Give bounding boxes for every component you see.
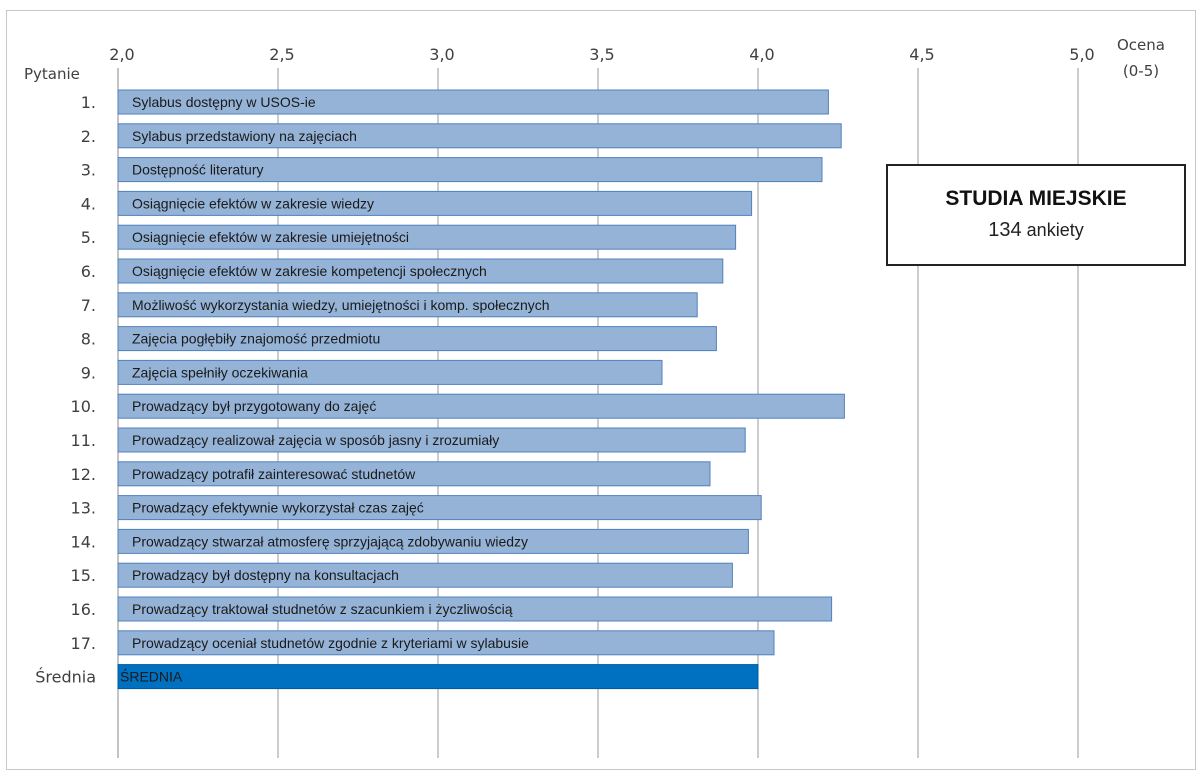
bar-label: Prowadzący był przygotowany do zajęć	[132, 398, 376, 414]
question-number: 7.	[81, 296, 96, 315]
info-box: STUDIA MIEJSKIE 134 ankiety	[886, 164, 1186, 266]
bar	[117, 258, 724, 284]
x-tick-label: 3,5	[589, 45, 614, 64]
bar-label: Osiągnięcie efektów w zakresie kompetenc…	[132, 263, 487, 279]
question-number: 5.	[81, 228, 96, 247]
bar	[117, 326, 717, 352]
bar	[117, 359, 663, 385]
question-number: 16.	[71, 600, 96, 619]
question-number: 14.	[71, 532, 96, 551]
bar-label: Prowadzący realizował zajęcia w sposób j…	[132, 432, 499, 448]
bar-label: Zajęcia spełniły oczekiwania	[132, 364, 308, 380]
bar-label: Prowadzący był dostępny na konsultacjach	[132, 567, 399, 583]
question-number: 15.	[71, 566, 96, 585]
info-box-count-line: 134 ankiety	[888, 219, 1184, 242]
bar-label: Prowadzący efektywnie wykorzystał czas z…	[132, 500, 424, 516]
bar	[117, 427, 746, 453]
value-axis-label: Ocena	[1117, 36, 1165, 54]
bar	[117, 123, 842, 149]
bar	[117, 596, 833, 622]
bar-label: Dostępność literatury	[132, 162, 264, 178]
average-bar-label: ŚREDNIA	[120, 668, 183, 685]
bar-label: Prowadzący stwarzał atmosferę sprzyjając…	[132, 533, 528, 549]
bar-label: Osiągnięcie efektów w zakresie umiejętno…	[132, 229, 409, 245]
bar-label: Sylabus przedstawiony na zajęciach	[132, 128, 357, 144]
x-tick-label: 3,0	[429, 45, 454, 64]
average-bar	[117, 664, 759, 690]
bar	[117, 393, 845, 419]
question-number: 8.	[81, 330, 96, 349]
bar	[117, 461, 711, 487]
bar	[117, 190, 753, 216]
bar	[117, 292, 698, 318]
x-tick-label: 2,0	[109, 45, 134, 64]
bar-label: Sylabus dostępny w USOS-ie	[132, 94, 316, 110]
x-tick-label: 4,5	[909, 45, 934, 64]
bar	[117, 157, 823, 183]
info-box-count-suffix: ankiety	[1026, 220, 1084, 240]
bar-label: Prowadzący oceniał studnetów zgodnie z k…	[132, 635, 529, 651]
question-number: 1.	[81, 93, 96, 112]
bar-label: Prowadzący potrafił zainteresować studne…	[132, 466, 416, 482]
question-number: 13.	[71, 499, 96, 518]
question-number: 11.	[71, 431, 96, 450]
bar-label: Zajęcia pogłębiły znajomość przedmiotu	[132, 331, 380, 347]
question-number: 3.	[81, 161, 96, 180]
bar	[117, 224, 737, 250]
average-row-label: Średnia	[35, 668, 96, 687]
info-box-count: 134	[988, 219, 1022, 241]
question-number: 6.	[81, 262, 96, 281]
value-axis-label: (0-5)	[1123, 62, 1159, 80]
bar	[117, 495, 762, 521]
bar	[117, 528, 749, 554]
bar-label: Możliwość wykorzystania wiedzy, umiejętn…	[132, 297, 550, 313]
question-number: 12.	[71, 465, 96, 484]
bar-label: Prowadzący traktował studnetów z szacunk…	[132, 601, 513, 617]
bar	[117, 89, 829, 115]
x-tick-label: 2,5	[269, 45, 294, 64]
question-number: 17.	[71, 634, 96, 653]
bar	[117, 562, 733, 588]
question-number: 2.	[81, 127, 96, 146]
info-box-title: STUDIA MIEJSKIE	[945, 187, 1127, 210]
x-tick-label: 4,0	[749, 45, 774, 64]
x-tick-label: 5,0	[1069, 45, 1094, 64]
question-number: 10.	[71, 397, 96, 416]
question-number: 4.	[81, 194, 96, 213]
bar-label: Osiągnięcie efektów w zakresie wiedzy	[132, 195, 374, 211]
bar	[117, 630, 775, 656]
question-number: 9.	[81, 363, 96, 382]
row-axis-label: Pytanie	[24, 65, 80, 83]
